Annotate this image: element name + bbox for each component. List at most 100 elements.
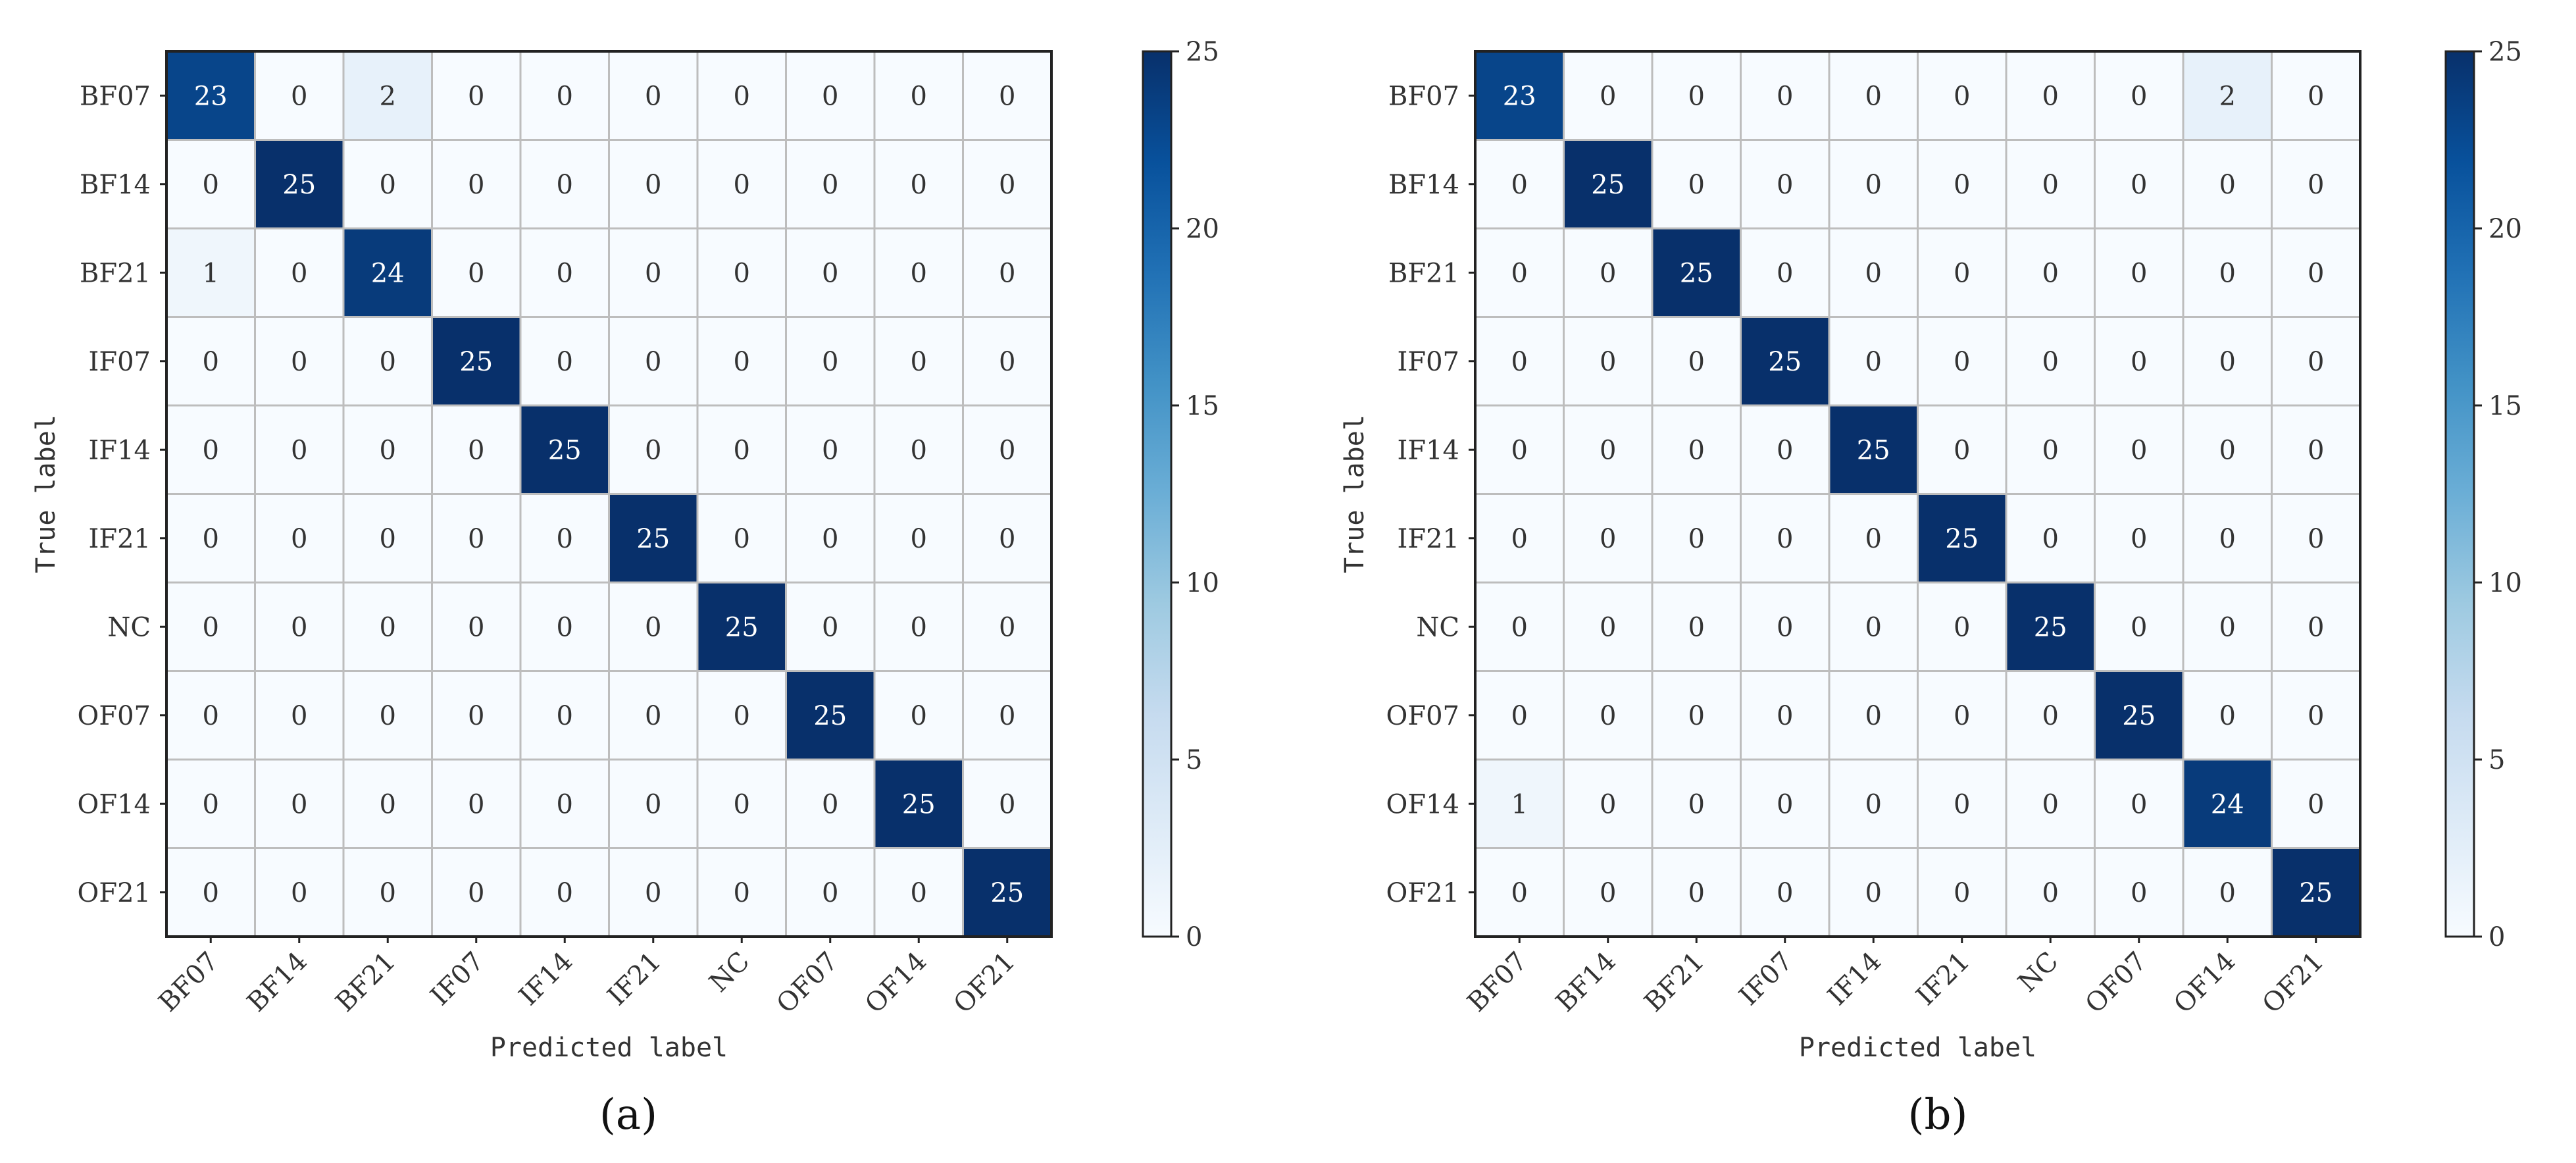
cell-value-label: 0 (468, 435, 484, 465)
panel-label: (a) (599, 1091, 657, 1139)
cell-value-label: 0 (380, 878, 396, 908)
cell-value-label: 0 (1865, 878, 1882, 908)
cell-value-label: 0 (203, 435, 219, 465)
cell-value-label: 0 (2219, 347, 2236, 377)
cell-value-label: 0 (645, 81, 661, 111)
heatmap-cell (696, 139, 787, 230)
heatmap-cell (873, 581, 964, 672)
heatmap-cell (2271, 404, 2361, 495)
heatmap-cell (2005, 581, 2096, 672)
cell-value-label: 0 (911, 612, 927, 642)
heatmap-cell (1474, 50, 1565, 141)
cell-value-label: 0 (380, 524, 396, 554)
heatmap-cell (342, 493, 433, 584)
heatmap-cell (254, 404, 345, 495)
cell-value-label: 0 (468, 878, 484, 908)
cell-value-label: 0 (1511, 258, 1528, 288)
heatmap-cell (431, 493, 522, 584)
heatmap-cell (2271, 316, 2361, 407)
confusion-matrix-panel-b: 23 0 0 0 0 0 0 0 2 00 25 0 0 0 0 0 0 0 00 0 25 0 0 0 0 0 0 00 0 0 25 0 0… (1340, 37, 2522, 1139)
heatmap-cell (1563, 581, 1654, 672)
plot-frame (1474, 50, 2361, 938)
heatmap-cell (696, 847, 787, 938)
cell-value-label: 0 (734, 701, 750, 731)
cell-value-label: 0 (645, 258, 661, 288)
cell-value-label: 0 (2131, 170, 2147, 200)
heatmap-cell (1740, 227, 1831, 318)
cell-value-label: 0 (1777, 170, 1793, 200)
x-tick-label: NC (2012, 946, 2064, 998)
heatmap-cell (2182, 404, 2273, 495)
heatmap-cell (2094, 493, 2185, 584)
heatmap-cell (2094, 758, 2185, 849)
x-tick-label: IF21 (602, 946, 667, 1012)
heatmap-cell (1740, 847, 1831, 938)
heatmap-cell (431, 139, 522, 230)
heatmap-cell (2271, 847, 2361, 938)
y-tick-label: IF14 (1398, 435, 1459, 465)
cell-value-label: 0 (557, 81, 573, 111)
cell-value-label: 0 (822, 81, 838, 111)
heatmap-cell (1740, 139, 1831, 230)
cell-value-label: 0 (2131, 347, 2147, 377)
cell-value-label: 0 (1954, 612, 1970, 642)
y-tick-label: OF07 (78, 701, 151, 731)
cell-value-label: 0 (645, 170, 661, 200)
heatmap-cell (1651, 847, 1742, 938)
cell-value-label: 0 (557, 170, 573, 200)
heatmap-cell (342, 670, 433, 761)
y-tick-label: IF21 (1398, 524, 1459, 554)
heatmap-cell (608, 581, 699, 672)
cell-value-label: 0 (557, 524, 573, 554)
cell-value-label: 0 (2042, 258, 2059, 288)
cell-value-label: 0 (557, 258, 573, 288)
heatmap-cell (2005, 227, 2096, 318)
cell-value-label: 0 (1688, 612, 1705, 642)
cell-value-label: 0 (2219, 878, 2236, 908)
colorbar-tick-label: 10 (2488, 568, 2522, 598)
heatmap-cell (1474, 139, 1565, 230)
cell-value-label: 0 (468, 170, 484, 200)
heatmap-cell (165, 50, 256, 141)
cell-value-label: 0 (911, 524, 927, 554)
colorbar-tick-label: 10 (1186, 568, 1219, 598)
colorbar-tick-label: 0 (2488, 922, 2505, 952)
cell-value-label: 0 (1600, 878, 1616, 908)
heatmap-cell (1917, 316, 2008, 407)
cell-value-label: 0 (734, 878, 750, 908)
heatmap-cell (696, 316, 787, 407)
cell-value-label: 0 (1777, 524, 1793, 554)
cell-value-label: 25 (2122, 701, 2156, 731)
cell-value-label: 0 (380, 347, 396, 377)
y-tick-label: BF21 (1388, 258, 1459, 288)
cell-value-label: 0 (2308, 347, 2324, 377)
heatmap-cell (519, 493, 610, 584)
cell-value-label: 0 (2308, 701, 2324, 731)
cell-value-label: 0 (734, 347, 750, 377)
heatmap-cell (608, 847, 699, 938)
cell-value-label: 0 (911, 347, 927, 377)
heatmap-cell (962, 139, 1053, 230)
cell-value-label: 0 (2131, 789, 2147, 819)
cell-value-label: 25 (725, 612, 759, 642)
heatmap-cell (873, 670, 964, 761)
heatmap-cell (1917, 50, 2008, 141)
cell-value-label: 0 (1865, 347, 1882, 377)
x-tick-label: IF14 (1822, 946, 1887, 1012)
heatmap-cell (1917, 670, 2008, 761)
cell-value-label: 0 (911, 170, 927, 200)
cell-value-label: 25 (636, 524, 670, 554)
heatmap-cell (1917, 758, 2008, 849)
heatmap-cell (2271, 50, 2361, 141)
cell-value-label: 0 (999, 435, 1015, 465)
cell-value-label: 0 (645, 612, 661, 642)
cell-value-label: 0 (557, 878, 573, 908)
heatmap-cell (1828, 404, 1919, 495)
heatmap-cell (2094, 139, 2185, 230)
heatmap-cell (2094, 404, 2185, 495)
heatmap-cell (165, 227, 256, 318)
cell-value-label: 0 (1688, 701, 1705, 731)
heatmap-cell (2182, 758, 2273, 849)
cell-value-label: 0 (2219, 701, 2236, 731)
heatmap-cell (608, 670, 699, 761)
